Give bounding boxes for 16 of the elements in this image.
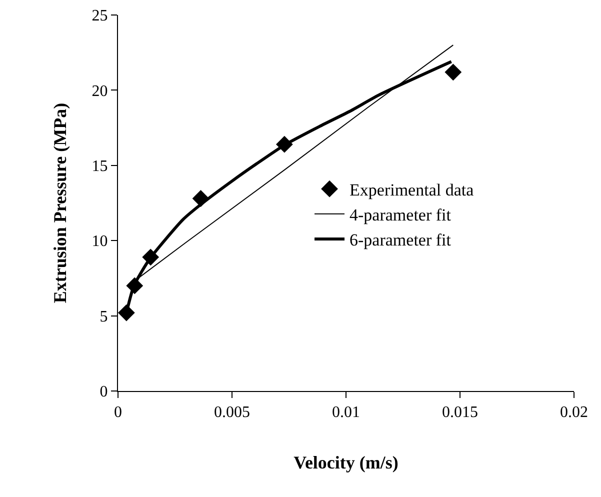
- y-axis-title: Extrusion Pressure (MPa): [50, 102, 70, 304]
- y-tick-label: 25: [92, 8, 108, 25]
- y-tick-label: 5: [100, 308, 108, 326]
- y-tick-label: 10: [92, 233, 108, 250]
- x-tick-label: 0.005: [214, 404, 250, 422]
- legend-label: Experimental data: [350, 180, 474, 200]
- y-tick-label: 20: [92, 82, 108, 100]
- y-tick-label: 0: [100, 384, 108, 401]
- legend-label: 6-parameter fit: [350, 230, 452, 250]
- x-axis-title: Velocity (m/s): [294, 452, 398, 472]
- y-tick-label: 15: [92, 158, 108, 175]
- x-tick-label: 0.02: [560, 404, 588, 422]
- legend-label: 4-parameter fit: [350, 206, 452, 225]
- x-tick-label: 0.015: [442, 404, 478, 422]
- x-tick-label: 0.01: [332, 404, 360, 422]
- x-tick-label: 0: [114, 404, 122, 422]
